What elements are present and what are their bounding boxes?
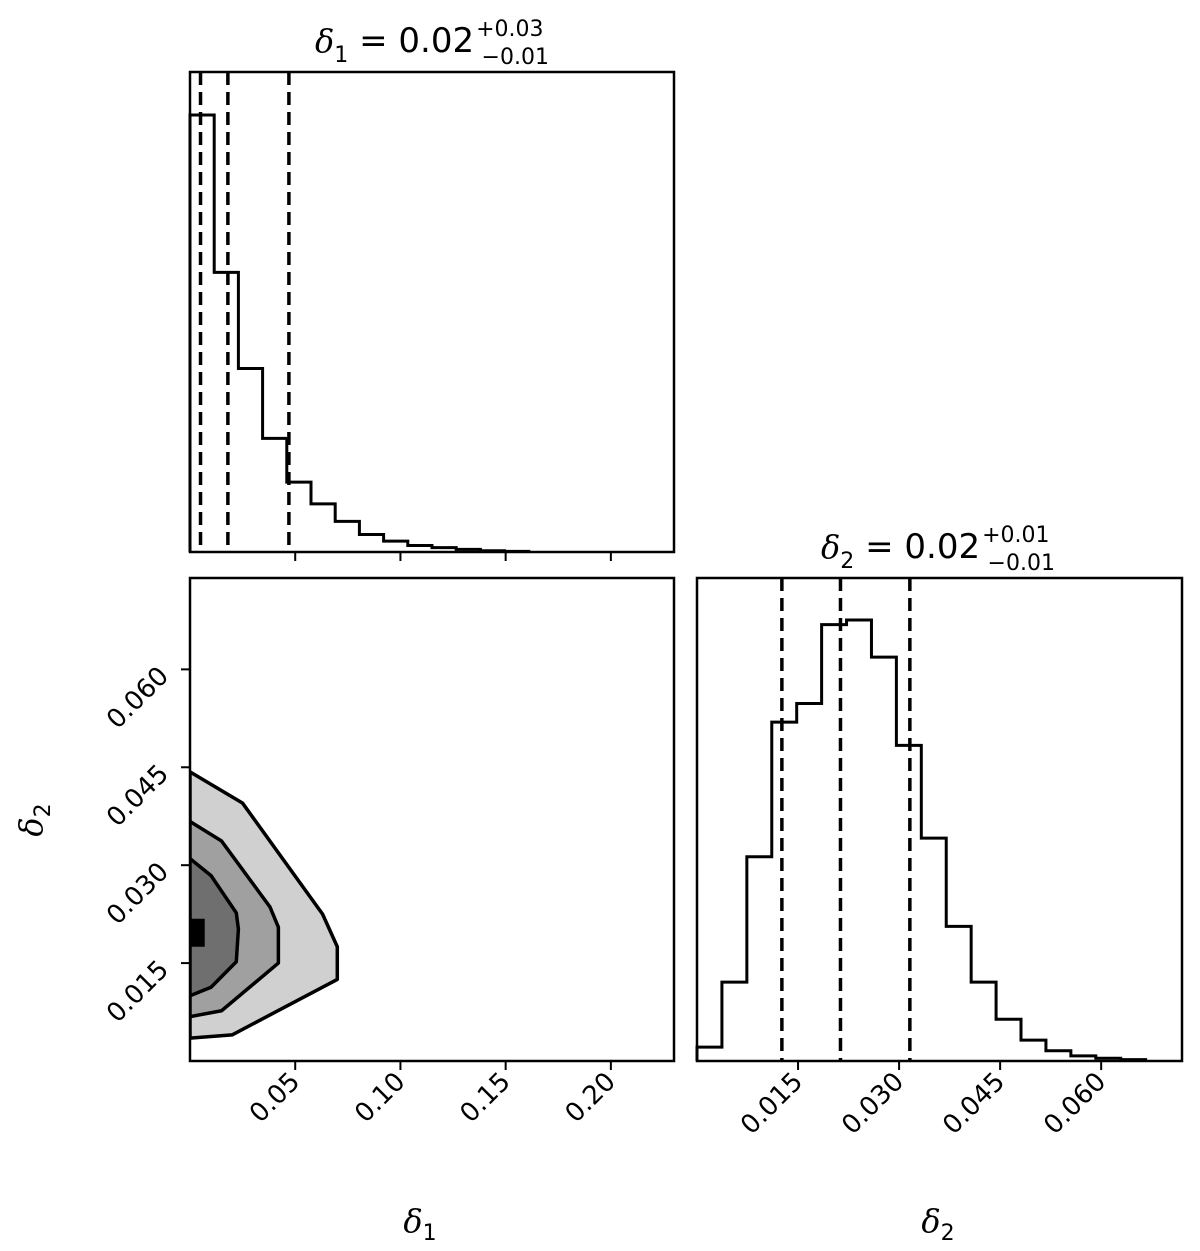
hist2-xlabel-sub: 2 xyxy=(941,1221,955,1246)
contour-ylabel-sub: 2 xyxy=(31,803,56,817)
hist-delta2-frame xyxy=(695,576,1184,1063)
hist-delta2-bars xyxy=(695,618,1148,1062)
histogram-step-line xyxy=(695,618,1148,1062)
hist-delta1-frame xyxy=(188,70,676,554)
title1-value: = 0.02 xyxy=(348,21,474,61)
contour-levels xyxy=(190,770,340,1040)
hist-delta1-panel: δ1 = 0.02+0.03 −0.01 xyxy=(188,17,676,561)
title2-value: = 0.02 xyxy=(854,527,980,567)
x-tick-label: 0.05 xyxy=(244,1067,306,1129)
y-tick-label: 0.045 xyxy=(101,759,175,833)
hist-delta2-xticks: 0.015 0.030 0.045 0.060 xyxy=(735,1061,1112,1141)
x-tick-label: 0.045 xyxy=(937,1067,1011,1141)
contour-ylabel-param: δ xyxy=(12,817,50,836)
hist-delta2-xlabel: δ2 xyxy=(921,1202,954,1246)
x-tick-label: 0.015 xyxy=(735,1067,809,1141)
title1-plus: +0.03 xyxy=(476,17,543,42)
y-tick-label: 0.060 xyxy=(101,661,175,735)
contour-xlabel-sub: 1 xyxy=(423,1221,437,1246)
title2-param: δ xyxy=(821,528,840,566)
contour-yticks: 0.015 0.030 0.045 0.060 xyxy=(101,661,190,1029)
hist-delta2-panel: 0.015 0.030 0.045 0.060 δ2 = 0.02+0.01 −0.01… xyxy=(695,523,1184,1246)
y-tick-label: 0.015 xyxy=(101,955,175,1029)
hist2-xlabel-param: δ xyxy=(921,1202,940,1240)
hist-delta2-quantiles xyxy=(780,578,912,1061)
title1-param: δ xyxy=(315,22,334,60)
contour-xlabel-param: δ xyxy=(403,1202,422,1240)
x-tick-label: 0.030 xyxy=(836,1067,910,1141)
x-tick-label: 0.060 xyxy=(1038,1067,1112,1141)
contour-level-3 xyxy=(190,918,205,947)
title2-plus: +0.01 xyxy=(982,523,1049,548)
contour-frame xyxy=(188,576,676,1063)
hist-delta1-title: δ1 = 0.02+0.03 −0.01 xyxy=(315,17,549,70)
title2-minus: −0.01 xyxy=(988,551,1055,576)
contour-xlabel: δ1 xyxy=(403,1202,436,1246)
hist-delta1-xticks xyxy=(294,552,612,561)
hist-delta1-bars xyxy=(188,113,531,553)
histogram-step-line xyxy=(188,113,531,553)
title2-sub: 2 xyxy=(840,549,854,574)
hist-delta2-title: δ2 = 0.02+0.01 −0.01 xyxy=(821,523,1055,576)
contour-xticks: 0.05 0.10 0.15 0.20 xyxy=(244,1061,622,1129)
contour-ylabel: δ2 xyxy=(12,803,56,836)
x-tick-label: 0.10 xyxy=(349,1067,411,1129)
title1-sub: 1 xyxy=(334,43,348,68)
contour-level-2 xyxy=(190,856,241,998)
x-tick-label: 0.20 xyxy=(560,1067,622,1129)
y-tick-label: 0.030 xyxy=(101,857,175,931)
x-tick-label: 0.15 xyxy=(454,1067,516,1129)
hist-delta1-quantiles xyxy=(198,72,291,552)
title1-minus: −0.01 xyxy=(482,45,549,70)
